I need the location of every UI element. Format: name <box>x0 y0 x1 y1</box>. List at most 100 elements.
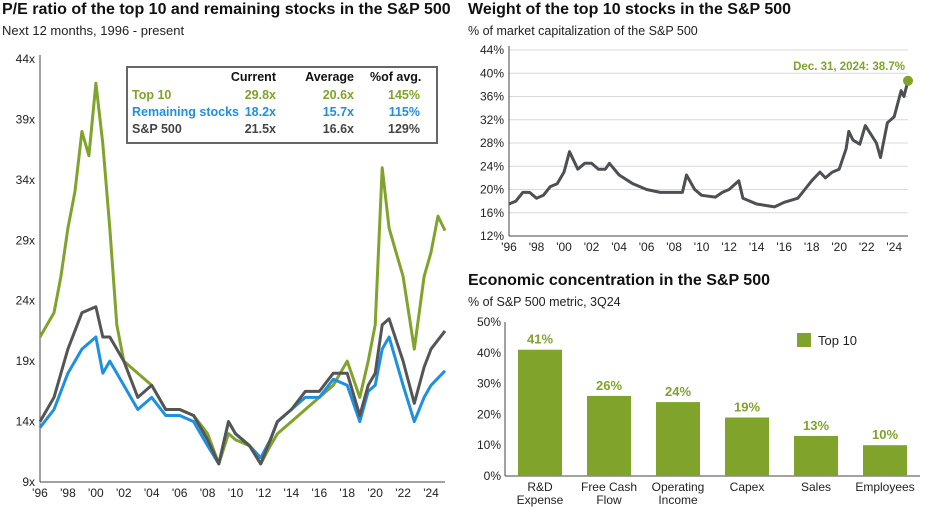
x-tick-label: '96 <box>501 240 517 254</box>
bar-data-label: 13% <box>803 418 829 433</box>
x-category-label: Expense <box>517 493 564 507</box>
table-cell: 15.7x <box>322 105 354 119</box>
x-tick-label: '98 <box>60 486 76 500</box>
table-cell: 21.5x <box>244 122 276 136</box>
bar-data-label: 26% <box>596 378 622 393</box>
concentration-chart-subtitle: % of S&P 500 metric, 3Q24 <box>468 295 621 309</box>
x-tick-label: '02 <box>116 486 132 500</box>
y-tick-label: 44% <box>480 43 504 57</box>
y-tick-label: 28% <box>480 136 504 150</box>
y-tick-label: 34x <box>16 173 35 187</box>
x-tick-label: '18 <box>804 240 820 254</box>
x-tick-label: '18 <box>339 486 355 500</box>
x-tick-label: '22 <box>859 240 875 254</box>
table-header: %of avg. <box>370 70 422 84</box>
x-tick-label: '00 <box>556 240 572 254</box>
x-tick-label: '08 <box>200 486 216 500</box>
x-tick-label: '02 <box>584 240 600 254</box>
bar-1 <box>587 395 631 476</box>
x-tick-label: '14 <box>284 486 300 500</box>
y-tick-label: 10% <box>477 438 501 452</box>
concentration-chart-title: Economic concentration in the S&P 500 <box>468 272 770 289</box>
x-category-label: Sales <box>801 480 831 494</box>
x-tick-label: '10 <box>228 486 244 500</box>
series-line-top-10-weight <box>508 80 910 209</box>
table-cell: 29.8x <box>244 88 276 102</box>
x-tick-label: '04 <box>611 240 627 254</box>
bar-data-label: 24% <box>665 384 691 399</box>
latest-point-marker <box>903 75 913 86</box>
y-tick-label: 39x <box>16 112 35 126</box>
y-tick-label: 14x <box>16 415 35 429</box>
y-tick-label: 29x <box>16 233 35 247</box>
x-tick-label: '96 <box>32 486 48 500</box>
x-tick-label: '00 <box>88 486 104 500</box>
x-tick-label: '12 <box>721 240 737 254</box>
y-tick-label: 44x <box>16 52 35 66</box>
y-tick-label: 0% <box>484 469 502 483</box>
legend-swatch <box>797 333 811 347</box>
table-header: Average <box>305 70 354 84</box>
x-tick-label: '24 <box>423 486 439 500</box>
weight-chart-title: Weight of the top 10 stocks in the S&P 5… <box>468 1 792 18</box>
y-tick-label: 50% <box>477 315 501 329</box>
x-category-label: Capex <box>730 480 765 494</box>
table-cell: 145% <box>388 88 420 102</box>
x-category-label: Operating <box>652 480 705 494</box>
x-tick-label: '10 <box>694 240 710 254</box>
x-tick-label: '08 <box>666 240 682 254</box>
weight-chart-subtitle: % of market capitalization of the S&P 50… <box>468 24 698 38</box>
x-tick-label: '16 <box>776 240 792 254</box>
bar-2 <box>656 402 700 476</box>
table-header: Current <box>230 70 276 84</box>
y-tick-label: 32% <box>480 113 504 127</box>
y-tick-label: 24% <box>480 159 504 173</box>
x-tick-label: '24 <box>886 240 902 254</box>
y-tick-label: 12% <box>480 229 504 243</box>
x-category-label: Income <box>658 493 698 507</box>
x-tick-label: '20 <box>831 240 847 254</box>
legend-label: Top 10 <box>818 333 857 348</box>
pe-summary-table: Current Average %of avg. Top 10 29.8x 20.6x 14… <box>126 66 438 144</box>
table-cell: 129% <box>388 122 420 136</box>
x-category-label: Flow <box>596 493 622 507</box>
table-cell: 20.6x <box>322 88 354 102</box>
bar-data-label: 19% <box>734 399 760 414</box>
x-category-label: R&D <box>527 480 553 494</box>
y-tick-label: 20% <box>480 183 504 197</box>
series-line-remaining-stocks <box>38 335 447 466</box>
y-tick-label: 19x <box>16 354 35 368</box>
bar-3 <box>725 417 769 476</box>
table-row-label: Top 10 <box>132 88 172 102</box>
table-cell: 16.6x <box>322 122 354 136</box>
x-tick-label: '16 <box>311 486 327 500</box>
y-tick-label: 16% <box>480 206 504 220</box>
x-tick-label: '12 <box>256 486 272 500</box>
x-tick-label: '06 <box>639 240 655 254</box>
y-tick-label: 30% <box>477 377 501 391</box>
x-tick-label: '14 <box>749 240 765 254</box>
y-tick-label: 9x <box>22 475 35 489</box>
series-line-s-p-500 <box>38 305 447 466</box>
x-category-label: Free Cash <box>581 480 637 494</box>
y-tick-label: 20% <box>477 407 501 421</box>
x-tick-label: '98 <box>529 240 545 254</box>
pe-chart-title: P/E ratio of the top 10 and remaining st… <box>2 1 451 18</box>
pe-chart-subtitle: Next 12 months, 1996 - present <box>2 23 185 38</box>
bar-data-label: 41% <box>527 332 553 347</box>
table-cell: 115% <box>388 105 420 119</box>
bar-0 <box>518 349 562 476</box>
x-tick-label: '04 <box>144 486 160 500</box>
x-tick-label: '06 <box>172 486 188 500</box>
y-tick-label: 40% <box>477 346 501 360</box>
table-row-label: S&P 500 <box>132 122 182 136</box>
series-line-top-10 <box>38 81 447 466</box>
bar-5 <box>863 445 907 476</box>
latest-value-annotation: Dec. 31, 2024: 38.7% <box>793 61 905 73</box>
bar-data-label: 10% <box>872 427 898 442</box>
y-tick-label: 24x <box>16 294 35 308</box>
y-tick-label: 36% <box>480 90 504 104</box>
bar-4 <box>794 435 838 476</box>
x-tick-label: '22 <box>395 486 411 500</box>
